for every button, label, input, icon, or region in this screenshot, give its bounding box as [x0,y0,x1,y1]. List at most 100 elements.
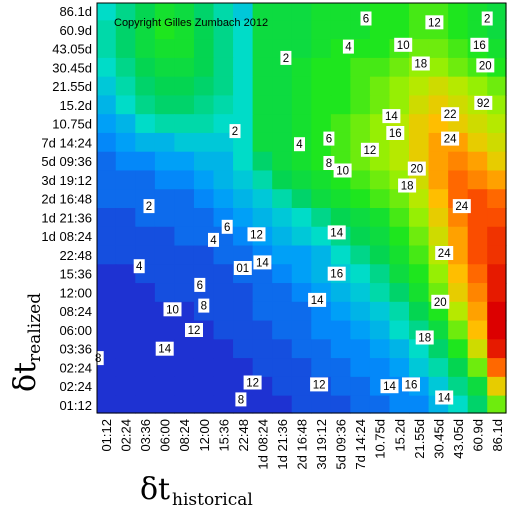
heatmap-cell [272,226,293,247]
contour-label-text: 14 [438,393,451,405]
heatmap-cell [115,114,136,134]
heatmap-cell [213,301,234,322]
heatmap-cell [330,3,351,21]
heatmap-cell [174,132,195,153]
x-axis-title: δt historical [140,472,253,510]
heatmap-cell [467,339,488,359]
heatmap-cell [174,57,195,78]
contour-label-text: 12 [364,145,377,157]
heatmap-cell [428,151,449,172]
contour-label: 14 [382,109,401,124]
heatmap-cell [487,301,507,322]
plot-border [96,2,507,414]
heatmap-cell [154,376,176,397]
contour-label-background [233,261,252,275]
heatmap-cell [350,320,371,340]
heatmap-cell [389,339,410,359]
contour-label-text: 8 [238,394,244,406]
contour-label-background [310,377,329,392]
contour-label: 14 [155,341,174,356]
heatmap-cell [291,376,312,397]
heatmap-cell [291,320,312,340]
heatmap-cell [330,245,351,265]
y-tick-label: 12:00 [59,285,92,300]
contour-label: 10 [394,37,413,52]
heatmap-cell [369,39,391,59]
heatmap-cell [174,151,195,172]
heatmap-cell [252,301,273,322]
contour-label-text: 4 [345,42,352,54]
contour-label-text: 10 [166,304,179,316]
heatmap-cell [115,3,136,21]
heatmap-cell [154,3,176,21]
heatmap-cell [213,245,234,265]
y-axis-title: δt realized [8,293,45,392]
heatmap-cell [115,226,136,247]
heatmap-cell [213,376,234,397]
heatmap-cell [311,39,332,59]
heatmap-cell [369,208,391,228]
heatmap-cell [115,39,136,59]
heatmap-cell [330,301,351,322]
heatmap-cell [174,20,195,40]
heatmap-cell [97,226,117,247]
contour-label-background [229,124,241,139]
heatmap-cell [487,208,507,228]
heatmap-cell [467,283,488,303]
heatmap-cell [213,95,234,115]
heatmap-cell [448,358,469,378]
x-tick-label: 10.75d [373,419,388,459]
y-tick-label: 08:24 [59,304,92,319]
y-tick-label: 1d 21:36 [41,210,92,225]
heatmap-cell [350,189,371,209]
contour-label-text: 18 [401,181,414,193]
heatmap-cell [174,358,195,378]
heatmap-cell [311,226,332,247]
heatmap-cell [252,151,273,172]
heatmap-cell [174,114,195,134]
contour-label-background [382,109,401,124]
heatmap-cell [369,170,391,190]
contour-label-text: 8 [201,301,207,313]
heatmap-cell [291,20,312,40]
contour-label-text: 24 [444,134,457,146]
heatmap-cell [291,301,312,322]
heatmap-cell [193,114,215,134]
heatmap-cell [252,95,273,115]
heatmap-cell [291,170,312,190]
heatmap-cell [213,283,234,303]
contour-label-background [198,298,210,313]
heatmap-cell [97,151,117,172]
heatmap-cell [193,358,215,378]
heatmap-cell [115,283,136,303]
heatmap-cell [291,151,312,172]
contour-label: 18 [415,330,434,345]
heatmap-cell [272,301,293,322]
heatmap-cell [369,57,391,78]
heatmap-cell [350,376,371,397]
heatmap-cell [135,283,156,303]
heatmap-cell [97,283,117,303]
heatmap-cell [174,208,195,228]
heatmap-cell [272,20,293,40]
contour-label-text: 22 [444,109,457,121]
contour-label-text: 6 [224,222,230,234]
heatmap-cell [193,170,215,190]
contour-label: 24 [441,131,460,146]
heatmap-cell [389,358,410,378]
heatmap-cell [272,189,293,209]
heatmap-cell [487,358,507,378]
heatmap-cell [330,208,351,228]
heatmap-cell [193,245,215,265]
heatmap-cell [389,57,410,78]
heatmap-cell [154,57,176,78]
heatmap-cell [193,76,215,97]
heatmap-cell [409,189,430,209]
heatmap-cell [213,76,234,97]
heatmap-cell [487,151,507,172]
contour-label-text: 01 [236,263,249,275]
heatmap-cell [330,20,351,40]
heatmap-cell [428,358,449,378]
contour-label: 12 [425,15,444,30]
heatmap-cell [428,76,449,97]
